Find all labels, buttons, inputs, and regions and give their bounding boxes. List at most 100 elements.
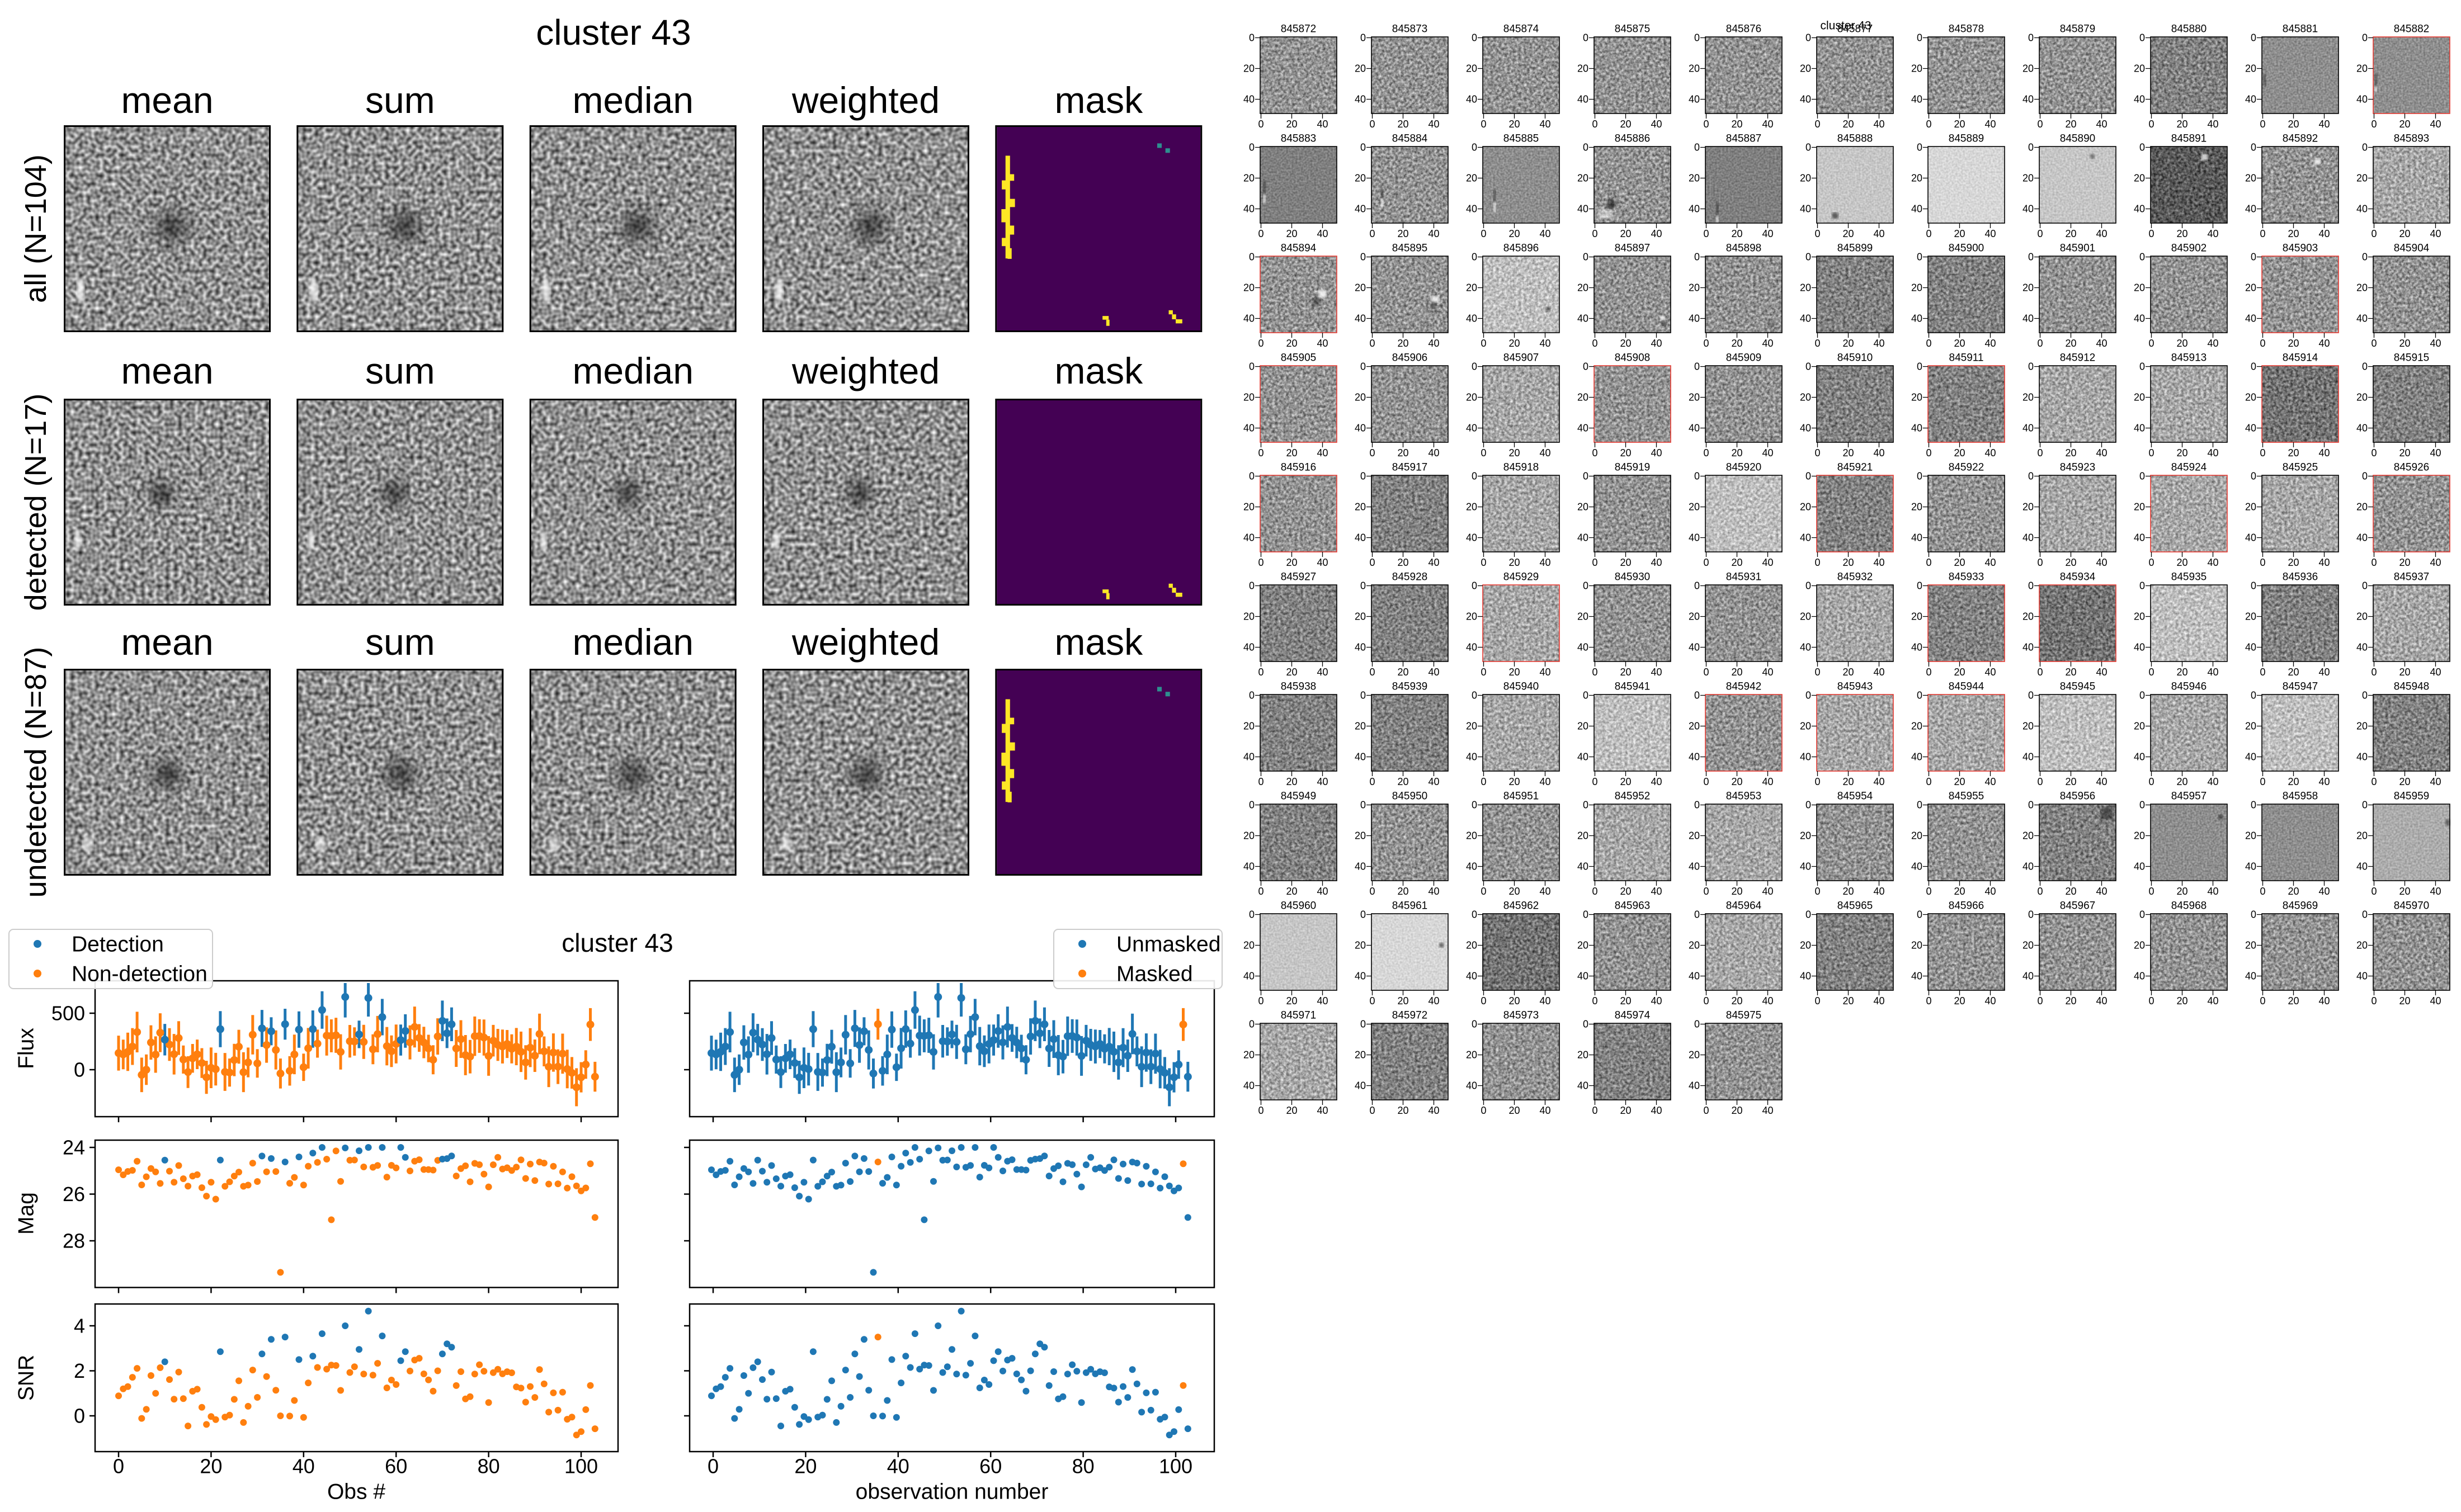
svg-text:0: 0 bbox=[1592, 557, 1597, 568]
svg-text:0: 0 bbox=[2260, 447, 2265, 459]
svg-text:40: 40 bbox=[1800, 861, 1811, 872]
svg-text:40: 40 bbox=[2430, 776, 2441, 787]
svg-text:0: 0 bbox=[2260, 228, 2265, 239]
svg-text:20: 20 bbox=[1842, 667, 1854, 678]
svg-text:20: 20 bbox=[1731, 667, 1742, 678]
svg-text:20: 20 bbox=[2399, 119, 2410, 130]
svg-text:845959: 845959 bbox=[2394, 791, 2429, 802]
svg-text:20: 20 bbox=[1954, 119, 1965, 130]
svg-text:0: 0 bbox=[1703, 1105, 1709, 1116]
svg-text:845921: 845921 bbox=[1837, 462, 1873, 474]
svg-text:845906: 845906 bbox=[1392, 352, 1427, 364]
svg-text:845873: 845873 bbox=[1392, 23, 1427, 35]
svg-text:0: 0 bbox=[1472, 252, 1477, 263]
svg-text:80: 80 bbox=[478, 1455, 500, 1478]
svg-text:845902: 845902 bbox=[2171, 243, 2207, 254]
svg-text:0: 0 bbox=[1814, 886, 1820, 897]
svg-text:40: 40 bbox=[1984, 447, 1996, 459]
svg-text:0: 0 bbox=[1703, 886, 1709, 897]
svg-text:40: 40 bbox=[2134, 94, 2145, 105]
svg-text:20: 20 bbox=[1286, 119, 1297, 130]
svg-text:40: 40 bbox=[2430, 995, 2441, 1007]
svg-text:845928: 845928 bbox=[1392, 571, 1427, 583]
svg-text:40: 40 bbox=[1243, 313, 1255, 324]
svg-text:40: 40 bbox=[2022, 752, 2034, 763]
svg-text:845889: 845889 bbox=[1949, 133, 1984, 145]
svg-text:845951: 845951 bbox=[1503, 791, 1539, 802]
svg-text:0: 0 bbox=[2251, 471, 2256, 482]
svg-text:0: 0 bbox=[2371, 667, 2377, 678]
svg-text:20: 20 bbox=[1842, 886, 1854, 897]
svg-text:40: 40 bbox=[1577, 94, 1588, 105]
svg-text:40: 40 bbox=[1355, 971, 1366, 982]
svg-text:0: 0 bbox=[1694, 909, 1700, 920]
svg-text:0: 0 bbox=[2251, 32, 2256, 44]
svg-text:845891: 845891 bbox=[2171, 133, 2207, 145]
svg-text:40: 40 bbox=[1800, 642, 1811, 653]
svg-text:40: 40 bbox=[2430, 886, 2441, 897]
svg-text:0: 0 bbox=[1481, 338, 1486, 349]
svg-text:0: 0 bbox=[2362, 471, 2368, 482]
svg-text:0: 0 bbox=[1694, 800, 1700, 811]
svg-text:40: 40 bbox=[2318, 667, 2330, 678]
svg-text:0: 0 bbox=[1583, 800, 1588, 811]
svg-text:20: 20 bbox=[2356, 173, 2368, 184]
svg-text:40: 40 bbox=[1317, 886, 1328, 897]
svg-text:20: 20 bbox=[2356, 940, 2368, 951]
svg-text:845898: 845898 bbox=[1726, 243, 1761, 254]
svg-text:20: 20 bbox=[2245, 282, 2256, 294]
svg-text:0: 0 bbox=[2260, 557, 2265, 568]
svg-text:median: median bbox=[572, 350, 693, 391]
svg-text:40: 40 bbox=[1873, 119, 1884, 130]
svg-text:40: 40 bbox=[1539, 995, 1550, 1007]
svg-text:40: 40 bbox=[1428, 119, 1439, 130]
svg-text:845961: 845961 bbox=[1392, 900, 1427, 912]
svg-text:0: 0 bbox=[2028, 800, 2034, 811]
svg-text:0: 0 bbox=[1481, 776, 1486, 787]
svg-text:40: 40 bbox=[2318, 776, 2330, 787]
svg-text:20: 20 bbox=[2065, 119, 2076, 130]
svg-text:20: 20 bbox=[1577, 611, 1588, 622]
svg-text:845947: 845947 bbox=[2283, 681, 2318, 693]
svg-text:0: 0 bbox=[1592, 1105, 1597, 1116]
svg-text:845960: 845960 bbox=[1281, 900, 1316, 912]
svg-text:0: 0 bbox=[1805, 690, 1811, 701]
svg-text:40: 40 bbox=[1689, 204, 1700, 215]
svg-text:20: 20 bbox=[2134, 173, 2145, 184]
svg-text:845932: 845932 bbox=[1837, 571, 1873, 583]
svg-text:40: 40 bbox=[1466, 642, 1477, 653]
svg-text:20: 20 bbox=[1842, 995, 1854, 1007]
svg-text:40: 40 bbox=[2356, 94, 2368, 105]
svg-text:40: 40 bbox=[1243, 971, 1255, 982]
svg-text:Obs #: Obs # bbox=[327, 1480, 385, 1504]
svg-text:20: 20 bbox=[2065, 338, 2076, 349]
svg-text:40: 40 bbox=[1577, 204, 1588, 215]
svg-text:0: 0 bbox=[1481, 995, 1486, 1007]
svg-text:40: 40 bbox=[1873, 995, 1884, 1007]
svg-text:20: 20 bbox=[2399, 776, 2410, 787]
svg-text:20: 20 bbox=[1731, 557, 1742, 568]
svg-text:845946: 845946 bbox=[2171, 681, 2207, 693]
svg-text:20: 20 bbox=[1800, 63, 1811, 74]
svg-text:40: 40 bbox=[1873, 886, 1884, 897]
svg-text:20: 20 bbox=[1355, 502, 1366, 513]
svg-text:20: 20 bbox=[2176, 338, 2187, 349]
svg-text:20: 20 bbox=[1508, 995, 1520, 1007]
svg-text:20: 20 bbox=[1620, 338, 1631, 349]
svg-text:40: 40 bbox=[1762, 886, 1773, 897]
svg-text:845969: 845969 bbox=[2283, 900, 2318, 912]
svg-text:40: 40 bbox=[1243, 642, 1255, 653]
svg-text:40: 40 bbox=[1317, 338, 1328, 349]
svg-text:40: 40 bbox=[1577, 642, 1588, 653]
svg-text:40: 40 bbox=[2245, 532, 2256, 544]
svg-text:20: 20 bbox=[1397, 776, 1408, 787]
svg-text:0: 0 bbox=[1583, 32, 1588, 44]
svg-text:0: 0 bbox=[1592, 995, 1597, 1007]
svg-text:40: 40 bbox=[1873, 447, 1884, 459]
svg-text:0: 0 bbox=[1369, 667, 1375, 678]
svg-text:40: 40 bbox=[2207, 776, 2218, 787]
svg-text:20: 20 bbox=[1355, 830, 1366, 842]
svg-text:0: 0 bbox=[1592, 228, 1597, 239]
svg-text:40: 40 bbox=[1762, 338, 1773, 349]
svg-text:20: 20 bbox=[1842, 119, 1854, 130]
